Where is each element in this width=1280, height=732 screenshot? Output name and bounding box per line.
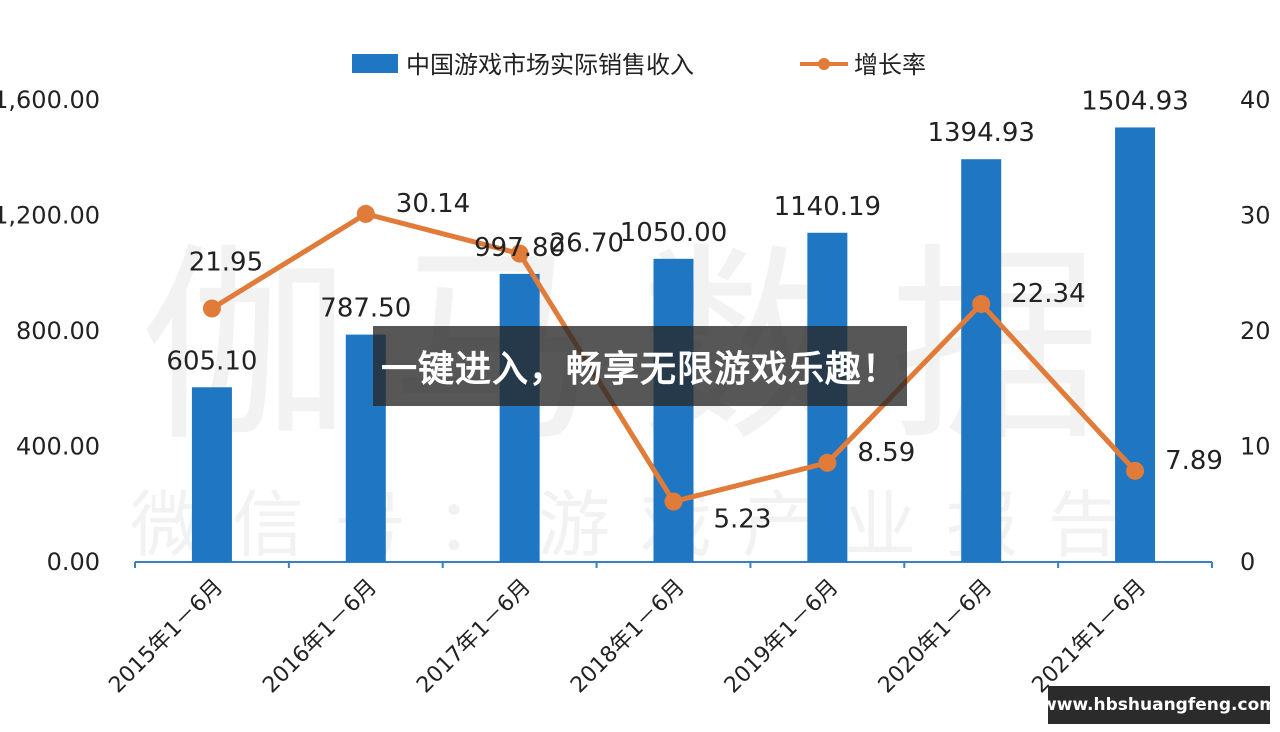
bar-value-label: 605.10 [166,346,257,376]
growth-value-label: 7.89 [1165,446,1223,476]
growth-value-label: 22.34 [1011,279,1085,309]
x-tick-label: 2015年1－6月 [104,575,228,699]
x-tick-label: 2018年1－6月 [566,575,690,699]
bar [961,159,1002,562]
promo-banner[interactable]: 一键进入，畅享无限游戏乐趣！ [373,326,907,406]
growth-point [510,244,529,263]
x-tick-label: 2019年1－6月 [720,575,844,699]
y-right-tick-label: 10 [1240,433,1271,461]
bar-value-label: 787.50 [320,294,411,324]
y-left-tick-label: 800.00 [16,317,100,345]
growth-point [202,299,221,318]
watermark-line2: 微信号：游戏产业报告 [130,483,1150,567]
growth-value-label: 5.23 [714,505,772,535]
growth-point [972,294,991,313]
growth-value-label: 26.70 [550,229,624,259]
bar-value-label: 1394.93 [927,118,1035,148]
growth-point [664,492,683,511]
bar [653,258,694,562]
bar-value-label: 1504.93 [1081,86,1189,116]
legend-line-marker [818,58,830,70]
bar [1115,127,1156,562]
y-left-tick-label: 400.00 [16,433,100,461]
y-right-tick-label: 20 [1240,317,1271,345]
legend-bar-swatch [352,54,398,73]
growth-value-label: 21.95 [189,247,263,277]
y-left-tick-label: 1,200.00 [0,202,100,230]
x-tick-label: 2016年1－6月 [258,575,382,699]
bar [191,387,232,562]
x-tick-label: 2021年1－6月 [1028,575,1152,699]
y-left-tick-label: 0.00 [47,548,100,576]
x-tick-label: 2017年1－6月 [412,575,536,699]
legend-bar-label: 中国游戏市场实际销售收入 [406,51,694,79]
y-right-tick-label: 0 [1240,548,1255,576]
bar-value-label: 1050.00 [620,218,728,248]
growth-value-label: 30.14 [396,189,470,219]
bar-value-label: 1140.19 [774,192,882,222]
y-left-tick-label: 1,600.00 [0,86,100,114]
legend-line-label: 增长率 [854,51,926,79]
growth-value-label: 8.59 [857,438,915,468]
growth-point [356,204,375,223]
data-labels: 605.10 787.50 997.80 1050.00 1140.19 1394.93 1… [166,86,1223,534]
growth-point [1126,461,1145,480]
y-right-tick-label: 30 [1240,202,1271,230]
line-series [202,204,1145,511]
growth-point [818,453,837,472]
bar-value-label: 997.80 [474,233,565,263]
legend: 中国游戏市场实际销售收入 增长率 [352,51,926,79]
bar [499,273,540,562]
x-tick-label: 2020年1－6月 [874,575,998,699]
site-url-badge[interactable]: www.hbshuangfeng.com [1041,686,1277,724]
y-right-tick-label: 40 [1240,86,1271,114]
